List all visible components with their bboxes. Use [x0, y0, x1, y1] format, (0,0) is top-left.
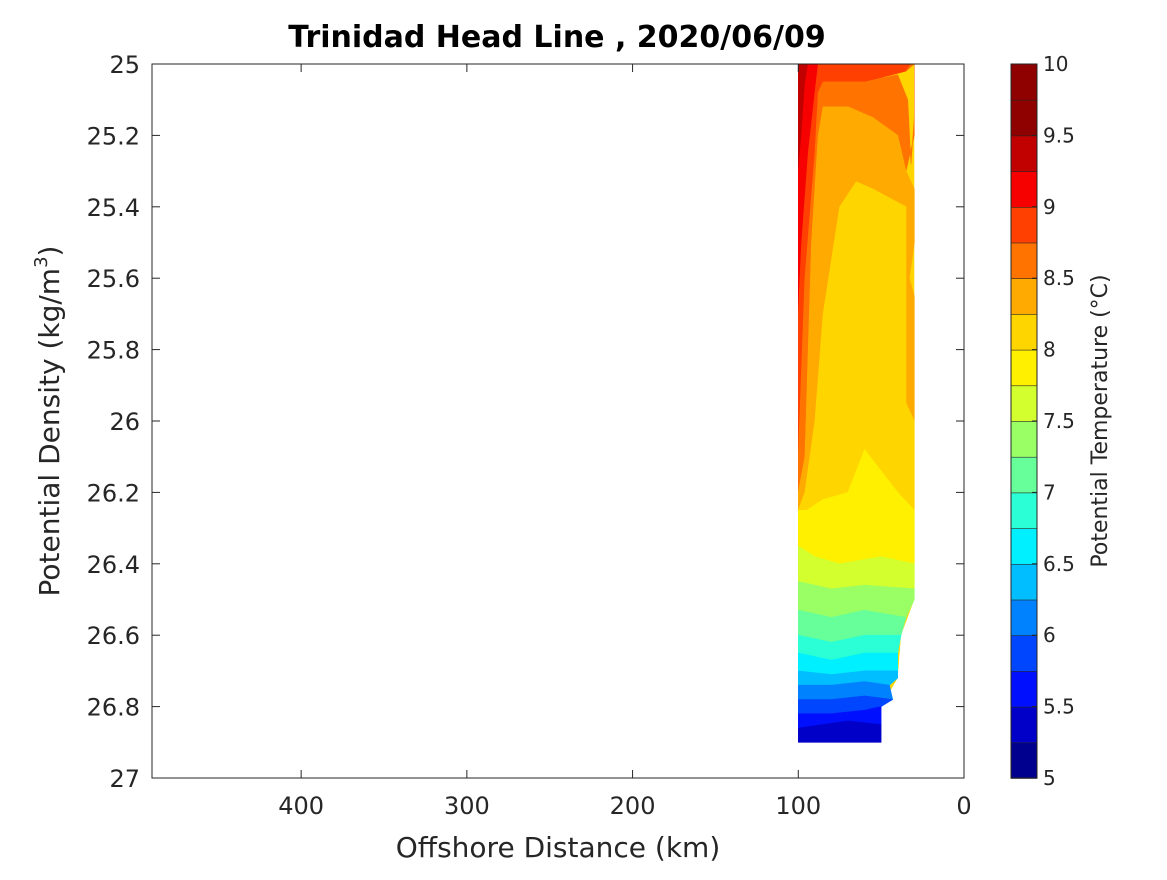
y-tick-label: 26.6: [87, 622, 140, 650]
colorbar-tick-label: 6: [1043, 623, 1056, 647]
contour-band-17: [797, 720, 882, 743]
contour-fill: [797, 63, 915, 743]
y-tick-label: 26.2: [87, 479, 140, 507]
x-tick-label: 300: [444, 792, 490, 820]
y-tick-label: 26: [109, 408, 140, 436]
colorbar-band: [1010, 349, 1038, 387]
colorbar: 5 5.5 6 6.5 7 7.5 8 8.5 9 9.5 10: [1010, 52, 1075, 790]
x-tick-label: 100: [775, 792, 821, 820]
colorbar-label: Potential Temperature (°C): [1088, 274, 1113, 567]
colorbar-tick-label: 5.5: [1043, 695, 1075, 719]
colorbar-band: [1010, 63, 1038, 101]
y-axis-label-suffix: ): [33, 246, 66, 257]
colorbar-bands: [1010, 63, 1038, 779]
colorbar-band: [1010, 706, 1038, 744]
colorbar-band: [1010, 384, 1038, 422]
colorbar-band: [1010, 599, 1038, 637]
y-axis-label-text: Potential Density (kg/m: [33, 268, 66, 597]
colorbar-tick-label: 9.5: [1043, 123, 1075, 147]
colorbar-tick-label: 8: [1043, 338, 1056, 362]
y-tick-label: 27: [109, 765, 140, 793]
y-tick-label: 25.4: [87, 194, 140, 222]
x-tick-label: 200: [610, 792, 656, 820]
colorbar-ticks: 5 5.5 6 6.5 7 7.5 8 8.5 9 9.5 10: [1032, 52, 1075, 790]
y-tick-label: 26.8: [87, 694, 140, 722]
y-axis-label: Potential Density (kg/m3): [31, 246, 66, 597]
y-tick-label: 26.4: [87, 551, 140, 579]
y-axis-label-superscript: 3: [31, 256, 52, 267]
colorbar-band: [1010, 135, 1038, 172]
colorbar-tick-label: 7.5: [1043, 409, 1075, 433]
colorbar-tick-label: 6.5: [1043, 552, 1075, 576]
colorbar-band: [1010, 563, 1038, 601]
colorbar-tick-label: 5: [1043, 766, 1056, 790]
colorbar-band: [1010, 170, 1038, 208]
y-tick-label: 25.8: [87, 337, 140, 365]
x-tick-label: 0: [956, 792, 971, 820]
colorbar-band: [1010, 99, 1038, 137]
colorbar-band: [1010, 313, 1038, 351]
y-tick-label: 25: [109, 51, 140, 79]
x-axis-label: Offshore Distance (km): [396, 831, 721, 864]
colorbar-band: [1010, 634, 1038, 672]
colorbar-band: [1010, 277, 1038, 315]
contour-band-13: [797, 670, 899, 686]
y-axis: 25 25.2 25.4 25.6 25.8 26 26.2 26.4 26.6 26.8 27: [87, 51, 964, 793]
colorbar-band: [1010, 242, 1038, 280]
colorbar-band: [1010, 527, 1038, 565]
colorbar-tick-label: 9: [1043, 195, 1056, 219]
colorbar-band: [1010, 420, 1038, 458]
x-tick-label: 400: [278, 792, 324, 820]
colorbar-band: [1010, 492, 1038, 529]
colorbar-band: [1010, 206, 1038, 244]
plot-area: 400 300 200 100 0 25 25.2 25.4 25.6 25.8 26 26.2 26…: [87, 51, 972, 820]
colorbar-band: [1010, 670, 1038, 708]
y-tick-label: 25.6: [87, 265, 140, 293]
colorbar-tick-label: 10: [1043, 52, 1068, 76]
x-axis: 400 300 200 100 0: [278, 64, 972, 820]
y-tick-label: 25.2: [87, 122, 140, 150]
colorbar-band: [1010, 741, 1038, 779]
chart-title: Trinidad Head Line , 2020/06/09: [288, 20, 825, 55]
colorbar-tick-label: 8.5: [1043, 266, 1075, 290]
colorbar-band: [1010, 456, 1038, 494]
colorbar-tick-label: 7: [1043, 480, 1056, 504]
